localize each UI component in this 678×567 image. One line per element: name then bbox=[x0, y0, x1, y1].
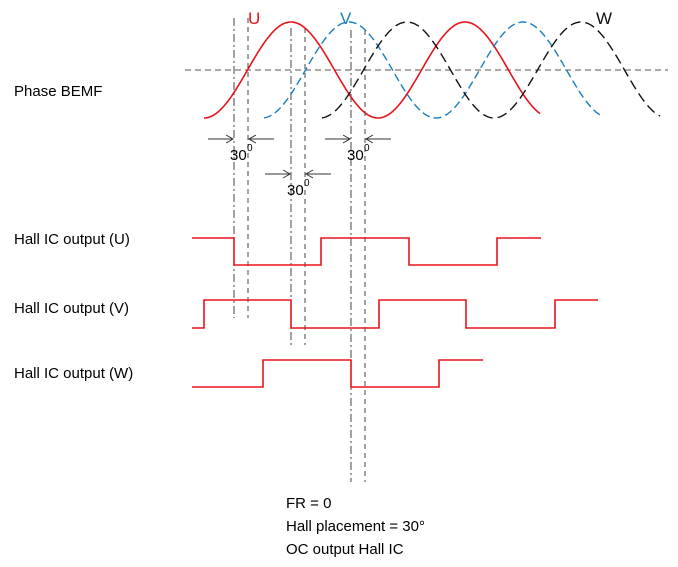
phase-bemf-label: Phase BEMF bbox=[14, 83, 102, 100]
bemf-wave-v bbox=[263, 21, 601, 119]
phase-v-label: V bbox=[340, 9, 352, 28]
phase-w-label: W bbox=[596, 9, 612, 28]
hall-w-label: Hall IC output (W) bbox=[14, 365, 133, 382]
bemf-wave-w bbox=[321, 21, 661, 119]
hall-v-signal bbox=[192, 299, 598, 329]
hall-v-label: Hall IC output (V) bbox=[14, 300, 129, 317]
angle-arrows bbox=[208, 134, 391, 179]
footer-hall-placement: Hall placement = 30° bbox=[286, 518, 425, 535]
footer-oc-output: OC output Hall IC bbox=[286, 541, 404, 558]
bemf-wave-u bbox=[203, 21, 541, 119]
phase-u-label: U bbox=[248, 9, 260, 28]
angle-1-arrowhead-right bbox=[247, 134, 257, 144]
hall-u-signal bbox=[192, 237, 541, 266]
footer-fr: FR = 0 bbox=[286, 495, 331, 512]
angle-3-arrowhead-left bbox=[342, 134, 352, 144]
angle-3-arrowhead-right bbox=[364, 134, 374, 144]
angle-2-label: 30 bbox=[287, 182, 304, 199]
angle-2-degree: 0 bbox=[304, 178, 310, 189]
angle-3-degree: 0 bbox=[364, 143, 370, 154]
hall-u-label: Hall IC output (U) bbox=[14, 231, 130, 248]
hall-w-signal bbox=[192, 359, 483, 388]
angle-1-degree: 0 bbox=[247, 143, 253, 154]
angle-1-label: 30 bbox=[230, 147, 247, 164]
angle-2-arrowhead-left bbox=[282, 169, 292, 179]
angle-2-arrowhead-right bbox=[304, 169, 314, 179]
angle-1-arrowhead-left bbox=[225, 134, 235, 144]
angle-3-label: 30 bbox=[347, 147, 364, 164]
